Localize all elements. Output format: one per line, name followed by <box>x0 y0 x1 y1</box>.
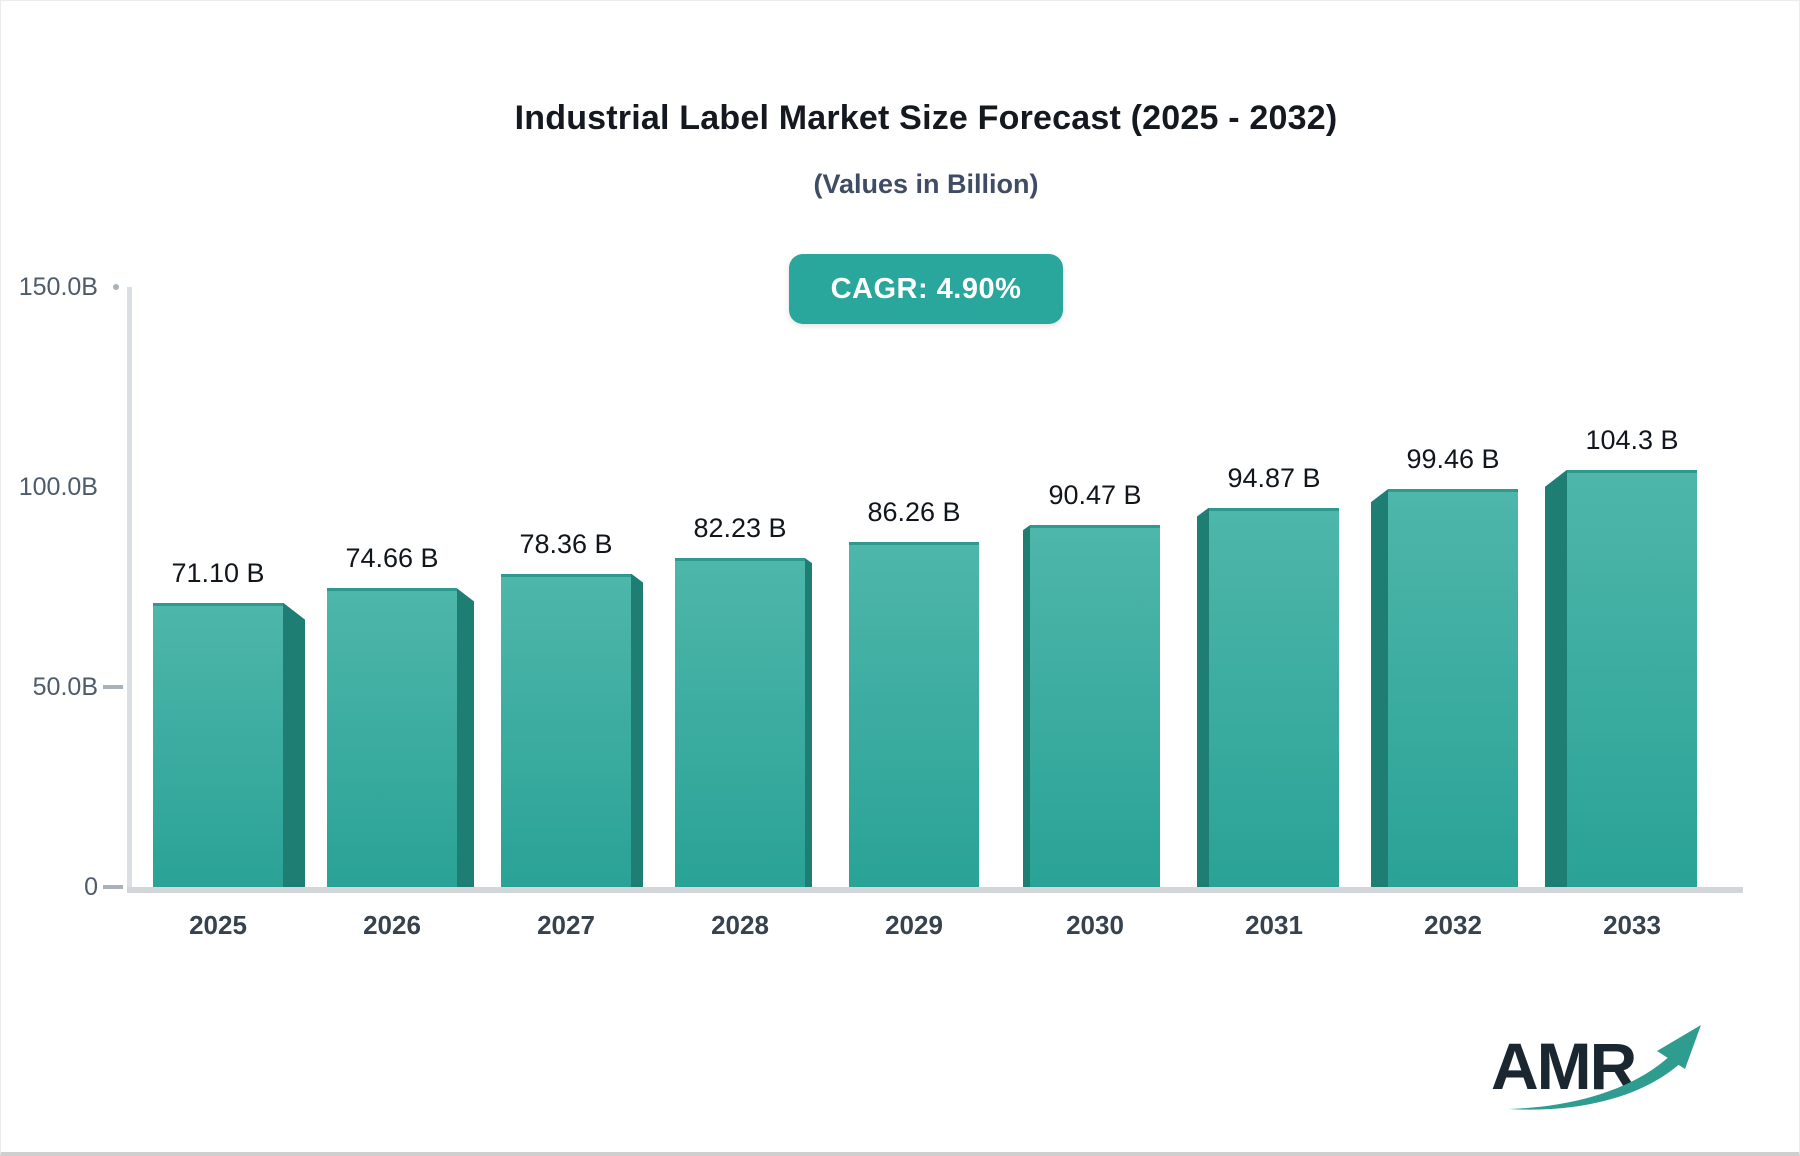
bar-2025-side-face <box>283 602 305 887</box>
y-axis-tick-label: 0 <box>84 873 98 901</box>
x-axis-label-2031: 2031 <box>1245 910 1303 940</box>
y-axis-line <box>127 287 132 887</box>
bar-value-label-2032: 99.46 B <box>1406 444 1500 475</box>
bar-2028-side-face <box>805 558 812 887</box>
x-axis-label-2032: 2032 <box>1424 910 1482 940</box>
bar-value-label-2028: 82.23 B <box>693 513 787 544</box>
y-axis-tick-mark <box>103 685 123 689</box>
x-axis-label-2027: 2027 <box>537 910 595 940</box>
bar-2032[interactable] <box>1388 489 1518 887</box>
cagr-badge: CAGR: 4.90% <box>789 254 1063 324</box>
bar-value-label-2025: 71.10 B <box>171 557 265 588</box>
x-axis-label-2028: 2028 <box>711 910 769 940</box>
amr-logo: AMR <box>1491 1025 1701 1110</box>
x-axis-baseline <box>127 887 1743 893</box>
bar-2026-side-face <box>457 588 474 887</box>
bar-value-label-2031: 94.87 B <box>1227 462 1321 493</box>
x-axis-label-2033: 2033 <box>1603 910 1661 940</box>
bar-2028[interactable] <box>675 558 805 887</box>
bar-2025[interactable] <box>153 602 283 887</box>
y-axis-tick-mark <box>113 284 119 290</box>
bar-2033[interactable] <box>1567 469 1697 887</box>
y-axis-tick-label: 100.0B <box>18 473 98 501</box>
amr-logo-arrowhead <box>1657 1025 1701 1069</box>
bar-value-label-2027: 78.36 B <box>519 528 613 559</box>
x-axis-label-2030: 2030 <box>1066 910 1124 940</box>
y-axis-tick-label: 150.0B <box>18 273 98 301</box>
bar-2031-side-face <box>1197 507 1209 887</box>
bar-2026[interactable] <box>327 588 457 887</box>
bar-value-label-2033: 104.3 B <box>1585 424 1679 455</box>
bar-2030[interactable] <box>1030 525 1160 887</box>
chart-title: Industrial Label Market Size Forecast (2… <box>514 99 1338 137</box>
bar-value-label-2026: 74.66 B <box>345 543 439 574</box>
bar-2033-side-face <box>1545 469 1567 887</box>
x-axis-label-2025: 2025 <box>189 910 247 940</box>
y-axis-tick-mark <box>103 885 123 889</box>
y-axis-tick-label: 50.0B <box>32 673 98 701</box>
bar-2029[interactable] <box>849 541 979 887</box>
bar-2031[interactable] <box>1209 507 1339 887</box>
x-axis-label-2029: 2029 <box>885 910 943 940</box>
chart-subtitle: (Values in Billion) <box>813 169 1039 199</box>
bar-2030-side-face <box>1023 525 1030 887</box>
bar-2032-side-face <box>1371 489 1388 887</box>
x-axis-label-2026: 2026 <box>363 910 421 940</box>
amr-logo-arrow-swoosh <box>1509 1049 1686 1110</box>
bar-2027[interactable] <box>501 573 631 887</box>
bar-value-label-2030: 90.47 B <box>1048 480 1142 511</box>
bar-2027-side-face <box>631 573 643 887</box>
bar-value-label-2029: 86.26 B <box>867 496 961 527</box>
